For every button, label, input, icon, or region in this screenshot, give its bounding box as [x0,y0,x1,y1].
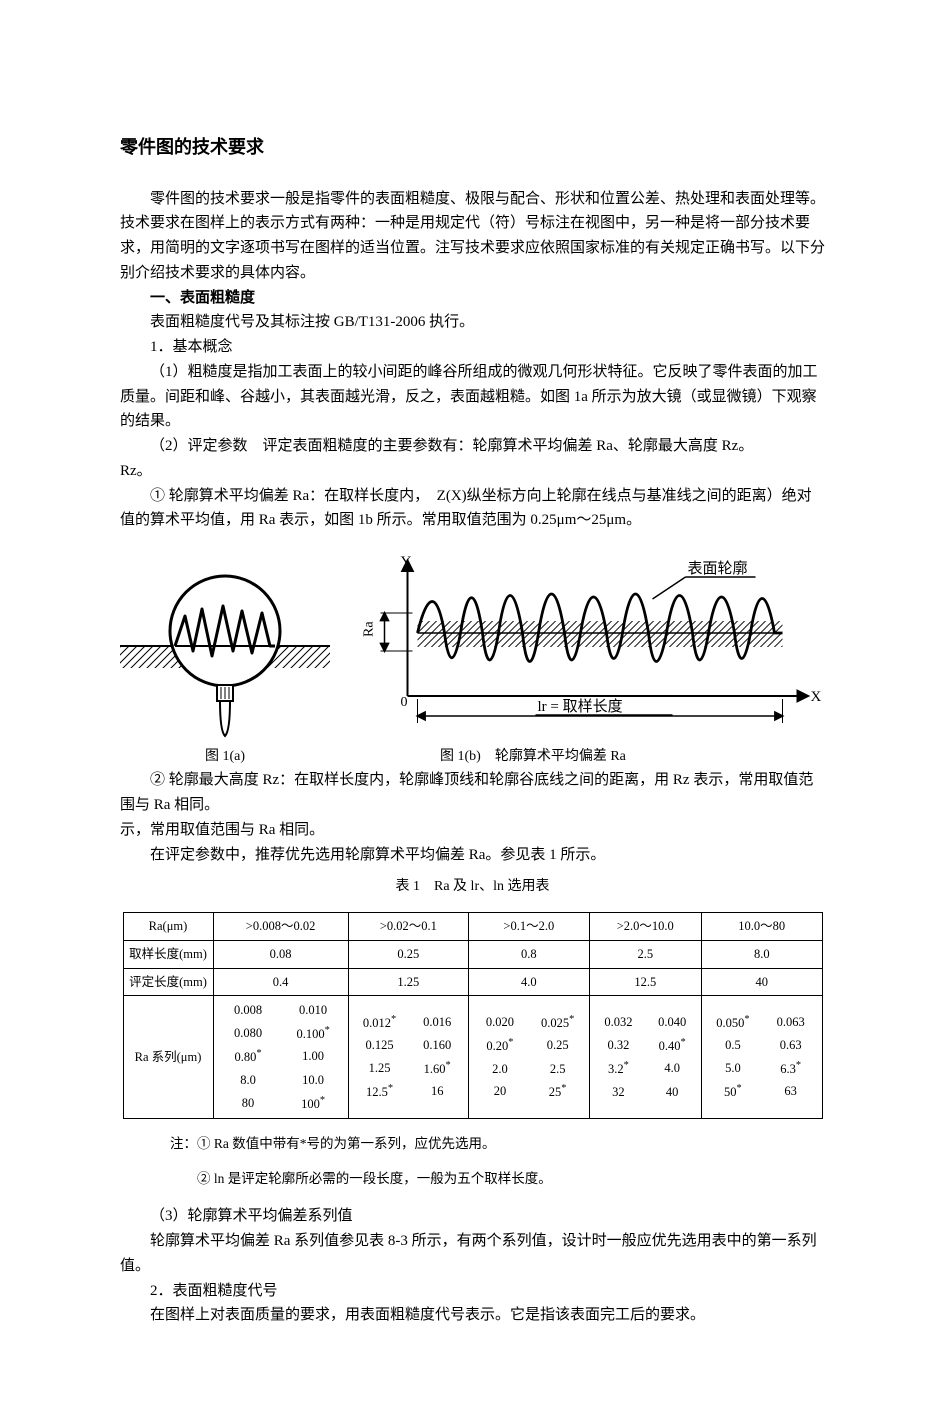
table-row: Ra 系列(μm) 0.0080.0100.0800.100*0.80*1.00… [123,996,822,1119]
table-row: 取样长度(mm) 0.08 0.25 0.8 2.5 8.0 [123,941,822,969]
paragraph-symbol-text: 在图样上对表面质量的要求，用表面粗糙度代号表示。它是指该表面完工后的要求。 [120,1303,825,1328]
fig1a-caption: 图 1(a) [120,745,330,768]
paragraph-intro: 零件图的技术要求一般是指零件的表面粗糙度、极限与配合、形状和位置公差、热处理和表… [120,187,825,286]
table-note-2: ② ln 是评定轮廓所必需的一段长度，一般为五个取样长度。 [170,1168,825,1190]
paragraph-ra-recommend: 在评定参数中，推荐优先选用轮廓算术平均偏差 Ra。参见表 1 所示。 [120,843,825,868]
cell: 2.5 [589,941,701,969]
cell: 4.0 [469,968,589,996]
col-range: 10.0～80 [702,913,823,941]
series-cell: 0.0200.025*0.20*0.252.02.52025* [469,996,589,1119]
series-cell: 0.012*0.0160.1250.1601.251.60*12.5*16 [348,996,468,1119]
cell: 12.5 [589,968,701,996]
cell: 0.08 [213,941,348,969]
fig1b-caption: 图 1(b) 轮廓算术平均偏差 Ra [350,745,825,768]
table-note-1: 注：① Ra 数值中带有*号的为第一系列，应优先选用。 [170,1133,825,1155]
col-range: >0.1～2.0 [469,913,589,941]
paragraph-symbol-heading: 2．表面粗糙度代号 [120,1279,825,1304]
figure-1a [120,551,330,741]
svg-text:0: 0 [401,695,408,710]
paragraph-series-text: 轮廓算术平均偏差 Ra 系列值参见表 8-3 所示，有两个系列值，设计时一般应优… [120,1229,825,1279]
cell: 1.25 [348,968,468,996]
figure-1b: Y X 0 Ra 表面轮廓 lr [350,551,825,741]
col-range: >2.0～10.0 [589,913,701,941]
svg-text:X: X [811,689,822,705]
cell: 0.8 [469,941,589,969]
svg-text:表面轮廓: 表面轮廓 [688,560,748,577]
paragraph-basic-concept: 1．基本概念 [120,335,825,360]
col-range: >0.02～0.1 [348,913,468,941]
paragraph-series-heading: （3）轮廓算术平均偏差系列值 [120,1204,825,1229]
table1-caption: 表 1 Ra 及 lr、ln 选用表 [120,875,825,898]
paragraph-rz-label: Rz。 [120,459,825,484]
section-1-heading: 一、表面粗糙度 [120,286,825,311]
paragraph-standard: 表面粗糙度代号及其标注按 GB/T131-2006 执行。 [120,310,825,335]
paragraph-rz-def: ② 轮廓最大高度 Rz：在取样长度内，轮廓峰顶线和轮廓谷底线之间的距离，用 Rz… [120,768,825,818]
paragraph-ra-def: ① 轮廓算术平均偏差 Ra：在取样长度内， Z(X)纵坐标方向上轮廓在线点与基准… [120,484,825,534]
table-row: Ra(μm) >0.008～0.02 >0.02～0.1 >0.1～2.0 >2… [123,913,822,941]
row-header: 评定长度(mm) [123,968,213,996]
svg-text:Y: Y [401,554,412,570]
svg-text:lr = 取样长度: lr = 取样长度 [538,698,623,715]
doc-title: 零件图的技术要求 [120,133,825,163]
cell: 0.25 [348,941,468,969]
series-cell: 0.0320.0400.320.40*3.2*4.03240 [589,996,701,1119]
table-ra-select: Ra(μm) >0.008～0.02 >0.02～0.1 >0.1～2.0 >2… [123,912,823,1119]
document-page: 零件图的技术要求 零件图的技术要求一般是指零件的表面粗糙度、极限与配合、形状和位… [0,0,945,1408]
cell: 40 [702,968,823,996]
row-header: Ra(μm) [123,913,213,941]
figure-row: Y X 0 Ra 表面轮廓 lr [120,551,825,741]
series-cell: 0.0080.0100.0800.100*0.80*1.008.010.0801… [213,996,348,1119]
row-header: Ra 系列(μm) [123,996,213,1119]
paragraph-roughness-def: （1）粗糙度是指加工表面上的较小间距的峰谷所组成的微观几何形状特征。它反映了零件… [120,360,825,434]
svg-text:Ra: Ra [362,621,377,637]
series-cell: 0.050*0.0630.50.635.06.3*50*63 [702,996,823,1119]
cell: 8.0 [702,941,823,969]
cell: 0.4 [213,968,348,996]
row-header: 取样长度(mm) [123,941,213,969]
table-row: 评定长度(mm) 0.4 1.25 4.0 12.5 40 [123,968,822,996]
paragraph-rz-cont: 示，常用取值范围与 Ra 相同。 [120,818,825,843]
paragraph-eval-params: （2）评定参数 评定表面粗糙度的主要参数有：轮廓算术平均偏差 Ra、轮廓最大高度… [120,434,825,459]
col-range: >0.008～0.02 [213,913,348,941]
figure-captions: 图 1(a) 图 1(b) 轮廓算术平均偏差 Ra [120,745,825,768]
